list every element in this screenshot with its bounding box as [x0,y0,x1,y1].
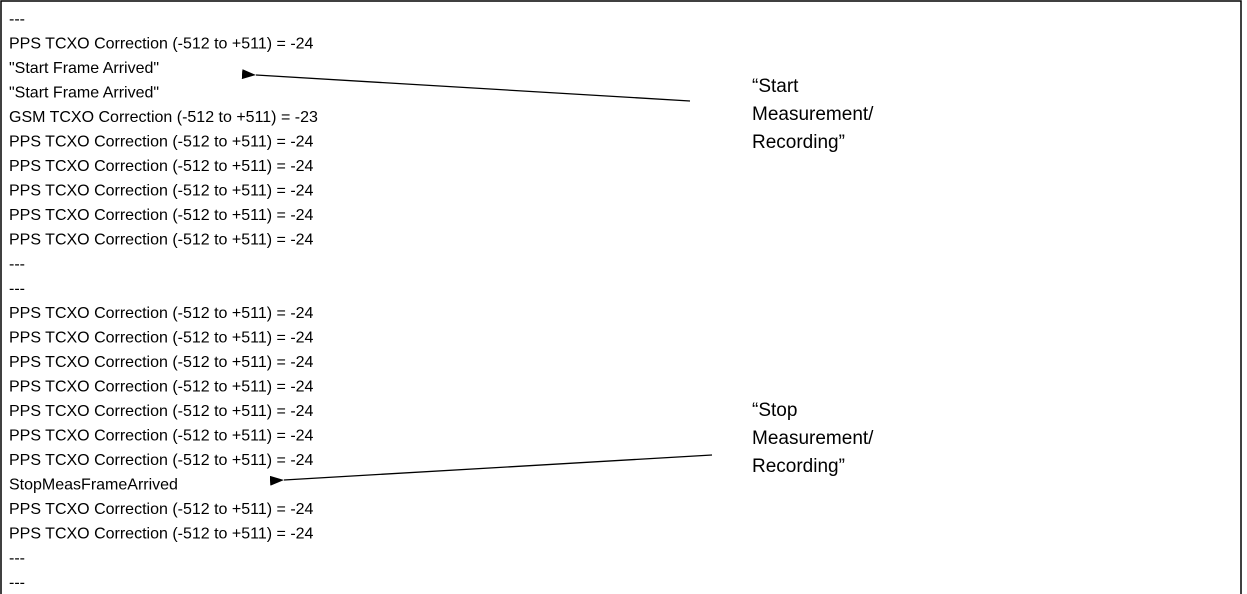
stop-arrow [269,454,713,486]
log-line: PPS TCXO Correction (-512 to +511) = -24 [9,36,314,53]
log-line: PPS TCXO Correction (-512 to +511) = -24 [9,183,314,200]
log-line: PPS TCXO Correction (-512 to +511) = -24 [9,305,314,322]
annotation-line: Measurement/ [752,104,874,125]
annotation-line: Recording” [752,456,845,477]
log-line: PPS TCXO Correction (-512 to +511) = -24 [9,452,314,469]
log-line: --- [9,550,25,567]
annotations: “Start Measurement/Recording” “Stop Measure… [752,76,874,477]
log-line: --- [9,256,25,273]
log-line: PPS TCXO Correction (-512 to +511) = -24 [9,232,314,249]
log-line: PPS TCXO Correction (-512 to +511) = -24 [9,428,314,445]
log-line: PPS TCXO Correction (-512 to +511) = -24 [9,526,314,543]
log-line: --- [9,11,25,28]
log-line: PPS TCXO Correction (-512 to +511) = -24 [9,330,314,347]
log-line: PPS TCXO Correction (-512 to +511) = -24 [9,379,314,396]
log-line: PPS TCXO Correction (-512 to +511) = -24 [9,158,314,175]
start-arrow [241,69,691,102]
log-line: PPS TCXO Correction (-512 to +511) = -24 [9,403,314,420]
annotation-line: Recording” [752,132,845,153]
log-line: StopMeasFrameArrived [9,477,178,494]
annotation-line: “Start [752,76,799,97]
log-line: PPS TCXO Correction (-512 to +511) = -24 [9,207,314,224]
log-line: --- [9,575,25,592]
log-line: --- [9,281,25,298]
log-line: "Start Frame Arrived" [9,85,159,102]
annotation-line: “Stop [752,400,797,421]
log-line: "Start Frame Arrived" [9,60,159,77]
log-line: GSM TCXO Correction (-512 to +511) = -23 [9,109,318,126]
log-text: --- PPS TCXO Correction (-512 to +511) = … [9,11,318,592]
log-line: PPS TCXO Correction (-512 to +511) = -24 [9,354,314,371]
log-line: PPS TCXO Correction (-512 to +511) = -24 [9,134,314,151]
log-line: PPS TCXO Correction (-512 to +511) = -24 [9,501,314,518]
annotation-line: Measurement/ [752,428,874,449]
